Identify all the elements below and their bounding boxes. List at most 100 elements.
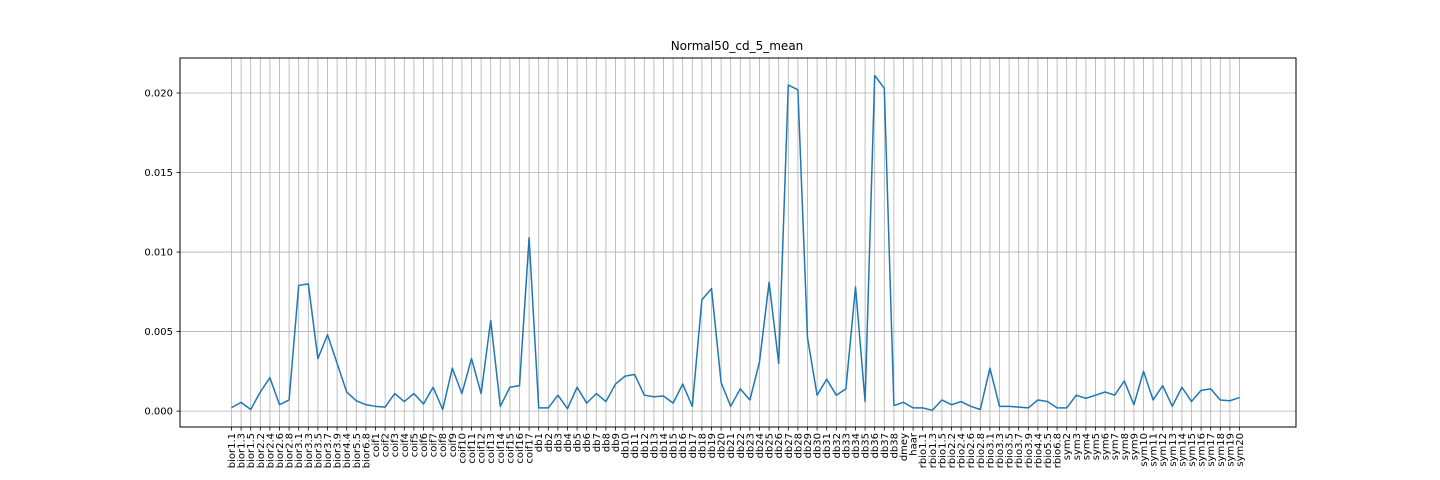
x-tick-label: db23 (745, 433, 756, 458)
x-tick-label: rbio4.4 (1033, 433, 1044, 468)
y-tick-label: 0.020 (144, 88, 173, 99)
x-tick-label: db28 (793, 433, 804, 458)
x-tick-label: coif2 (381, 433, 392, 457)
x-tick-label: bior1.5 (246, 433, 257, 468)
x-tick-label: bior2.2 (256, 433, 267, 468)
x-tick-label: coif11 (467, 433, 478, 464)
x-tick-label: db18 (697, 433, 708, 458)
x-tick-label: rbio2.2 (947, 433, 958, 468)
x-tick-label: db16 (678, 433, 689, 458)
x-tick-label: bior6.8 (361, 433, 372, 468)
x-tick-label: db6 (582, 433, 593, 452)
x-tick-label: db3 (553, 433, 564, 452)
x-tick-label: coif9 (448, 433, 459, 457)
x-tick-label: db11 (630, 433, 641, 458)
x-tick-label: coif4 (400, 433, 411, 457)
x-tick-label: sym16 (1197, 433, 1208, 467)
x-tick-label: sym14 (1177, 433, 1188, 467)
x-tick-label: db15 (669, 433, 680, 458)
x-tick-label: sym7 (1110, 433, 1121, 460)
x-tick-label: sym5 (1091, 433, 1102, 460)
x-tick-label: sym9 (1129, 433, 1140, 460)
x-tick-label: db19 (707, 433, 718, 458)
x-tick-label: coif3 (390, 433, 401, 457)
x-tick-label: sym6 (1101, 433, 1112, 460)
x-tick-label: coif5 (409, 433, 420, 457)
x-tick-label: db9 (611, 433, 622, 452)
x-tick-label: coif17 (525, 433, 536, 464)
y-tick-label: 0.015 (144, 168, 173, 179)
x-tick-label: rbio2.6 (966, 433, 977, 468)
x-tick-label: bior1.1 (227, 433, 238, 468)
x-tick-label: sym12 (1158, 433, 1169, 467)
x-tick-label: db8 (601, 433, 612, 452)
x-tick-label: db4 (563, 433, 574, 452)
x-tick-label: db2 (544, 433, 555, 452)
x-tick-label: rbio1.3 (928, 433, 939, 468)
x-tick-label: db31 (822, 433, 833, 458)
x-tick-label: bior2.8 (285, 433, 296, 468)
x-gridlines (231, 58, 1240, 427)
x-tick-label: rbio5.5 (1043, 433, 1054, 468)
x-tick-label: bior4.4 (342, 433, 353, 468)
y-gridlines (180, 92, 1296, 412)
x-tick-label: db13 (649, 433, 660, 458)
x-tick-label: db30 (813, 433, 824, 458)
x-tick-label: db22 (736, 433, 747, 458)
x-tick-label: bior2.6 (275, 433, 286, 468)
x-tick-label: db25 (765, 433, 776, 458)
x-tick-label: sym19 (1225, 433, 1236, 467)
x-tick-label: db38 (889, 433, 900, 458)
x-axis-ticks: bior1.1bior1.3bior1.5bior2.2bior2.4bior2… (227, 427, 1246, 468)
x-tick-label: sym18 (1216, 433, 1227, 467)
x-tick-label: coif8 (438, 433, 449, 457)
x-tick-label: db27 (784, 433, 795, 458)
x-tick-label: sym8 (1120, 433, 1131, 460)
x-tick-label: sym11 (1149, 433, 1160, 467)
y-tick-label: 0.000 (144, 407, 173, 418)
x-tick-label: rbio3.5 (1005, 433, 1016, 468)
x-tick-label: sym15 (1187, 433, 1198, 467)
x-tick-label: db24 (755, 433, 766, 458)
x-tick-label: rbio2.8 (976, 433, 987, 468)
x-tick-label: db21 (726, 433, 737, 458)
x-tick-label: bior3.5 (313, 433, 324, 468)
x-tick-label: rbio6.8 (1053, 433, 1064, 468)
x-tick-label: db10 (621, 433, 632, 458)
x-tick-label: bior2.4 (265, 433, 276, 468)
x-tick-label: rbio1.5 (937, 433, 948, 468)
x-tick-label: sym17 (1206, 433, 1217, 467)
x-tick-label: coif15 (505, 433, 516, 464)
x-tick-label: sym20 (1235, 433, 1246, 467)
x-tick-label: db14 (659, 433, 670, 458)
x-tick-label: coif16 (515, 433, 526, 464)
x-tick-label: coif10 (457, 433, 468, 464)
y-axis-ticks: 0.000 0.005 0.010 0.015 0.020 (144, 88, 180, 418)
x-tick-label: bior3.3 (304, 433, 315, 468)
y-tick-label: 0.005 (144, 327, 173, 338)
x-tick-label: db5 (573, 433, 584, 452)
x-tick-label: haar (909, 432, 920, 456)
x-tick-label: db1 (534, 433, 545, 452)
x-tick-label: db12 (640, 433, 651, 458)
x-tick-label: db33 (841, 433, 852, 458)
x-tick-label: bior3.9 (333, 433, 344, 468)
y-tick-label: 0.010 (144, 248, 173, 259)
x-tick-label: rbio3.3 (995, 433, 1006, 468)
x-tick-label: coif1 (371, 433, 382, 457)
x-tick-label: bior5.5 (352, 433, 363, 468)
x-tick-label: sym3 (1072, 433, 1083, 460)
x-tick-label: db32 (832, 433, 843, 458)
x-tick-label: dmey (899, 433, 910, 461)
x-tick-label: db29 (803, 433, 814, 458)
x-tick-label: coif7 (429, 433, 440, 457)
x-tick-label: bior3.1 (294, 433, 305, 468)
x-tick-label: db36 (870, 433, 881, 458)
x-tick-label: rbio3.9 (1024, 433, 1035, 468)
x-tick-label: coif13 (486, 433, 497, 464)
x-tick-label: rbio1.1 (918, 433, 929, 468)
x-tick-label: coif14 (496, 433, 507, 464)
x-tick-label: db26 (774, 433, 785, 458)
x-tick-label: db34 (851, 433, 862, 458)
